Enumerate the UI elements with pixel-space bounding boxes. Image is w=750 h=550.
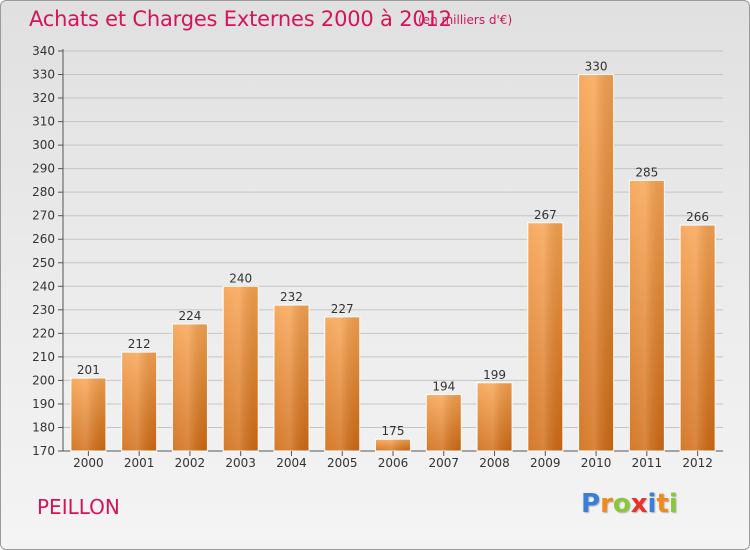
logo-letter: i	[647, 489, 657, 519]
bar-group	[476, 382, 513, 452]
y-tick-label: 190	[32, 397, 55, 411]
x-tick-label: 2007	[428, 456, 459, 470]
x-tick-label: 2005	[327, 456, 358, 470]
data-label: 330	[585, 60, 608, 74]
bar-group	[324, 316, 361, 452]
y-tick-label: 210	[32, 350, 55, 364]
bar-group	[527, 222, 564, 452]
logo-letter: t	[656, 489, 669, 519]
bar-shine	[172, 323, 208, 451]
x-axis-ticks: 2000 2001 2002 2003 2004 2005 2006 2007 2008 2009…	[73, 451, 713, 470]
grid-lines	[63, 50, 723, 452]
bar-shine	[426, 394, 462, 451]
commune-name: PEILLON	[37, 495, 120, 519]
bar-group	[425, 394, 462, 452]
x-tick-label: 2004	[276, 456, 307, 470]
x-tick-label: 2003	[225, 456, 256, 470]
bar-group	[70, 377, 107, 452]
y-axis-ticks: 170 180 190 200 210 220 230 240 250 260 270 280 290 3…	[32, 44, 55, 458]
bar-shine	[375, 439, 411, 451]
bar-group	[628, 179, 665, 452]
data-labels: 201 212 224 240 232 227 175 194 199 267 330 285 266	[77, 60, 709, 439]
data-label: 240	[229, 271, 252, 285]
data-label: 212	[128, 337, 151, 351]
y-tick-label: 310	[32, 115, 55, 129]
bars	[70, 74, 716, 452]
x-tick-label: 2010	[581, 456, 612, 470]
y-tick-label: 340	[32, 44, 55, 58]
bar-shine	[223, 286, 259, 451]
bar-shine	[629, 180, 665, 452]
data-label: 227	[331, 302, 354, 316]
y-tick-label: 300	[32, 138, 55, 152]
x-tick-label: 2001	[124, 456, 155, 470]
data-label: 232	[280, 290, 303, 304]
y-tick-label: 290	[32, 162, 55, 176]
bar-group	[578, 74, 615, 452]
y-tick-label: 320	[32, 91, 55, 105]
bar-group	[121, 351, 158, 452]
y-tick-label: 230	[32, 303, 55, 317]
chart-subtitle: (en milliers d'€)	[418, 13, 513, 27]
data-label: 194	[432, 380, 455, 394]
x-tick-label: 2011	[632, 456, 663, 470]
y-tick-label: 170	[32, 444, 55, 458]
y-tick-label: 220	[32, 326, 55, 340]
logo-letter: o	[612, 489, 631, 519]
y-tick-label: 270	[32, 209, 55, 223]
x-tick-label: 2000	[73, 456, 104, 470]
data-label: 285	[635, 165, 658, 179]
x-tick-label: 2002	[175, 456, 206, 470]
bar-group	[171, 323, 208, 452]
x-tick-label: 2012	[682, 456, 713, 470]
data-label: 224	[178, 309, 201, 323]
data-label: 175	[382, 424, 405, 438]
logo-letter: r	[600, 489, 613, 519]
logo-letter: P	[581, 489, 601, 519]
data-label: 266	[686, 210, 709, 224]
axes	[58, 49, 723, 452]
y-tick-label: 180	[32, 420, 55, 434]
x-tick-label: 2006	[378, 456, 409, 470]
y-tick-label: 260	[32, 232, 55, 246]
data-label: 199	[483, 368, 506, 382]
bar-group	[273, 304, 310, 452]
bar-shine	[121, 352, 157, 451]
x-tick-label: 2009	[530, 456, 561, 470]
bar-shine	[477, 382, 513, 451]
bar-group	[679, 224, 716, 452]
y-tick-label: 280	[32, 185, 55, 199]
bar-group	[222, 285, 259, 452]
chart-title: Achats et Charges Externes 2000 à 2012	[29, 7, 452, 31]
x-tick-label: 2008	[479, 456, 510, 470]
bar-shine	[273, 305, 309, 451]
bar-shine	[324, 316, 360, 451]
bar-shine	[70, 378, 106, 451]
data-label: 267	[534, 208, 557, 222]
data-label: 201	[77, 363, 100, 377]
y-tick-label: 240	[32, 279, 55, 293]
bar-group	[375, 438, 411, 452]
y-tick-label: 200	[32, 373, 55, 387]
bar-shine	[578, 74, 614, 451]
bar-shine	[680, 225, 716, 451]
logo-letter: x	[630, 489, 648, 519]
proxiti-logo: Proxiti	[581, 489, 678, 519]
y-tick-label: 250	[32, 256, 55, 270]
bar-shine	[527, 222, 563, 451]
logo-letter: i	[668, 489, 678, 519]
y-tick-label: 330	[32, 68, 55, 82]
